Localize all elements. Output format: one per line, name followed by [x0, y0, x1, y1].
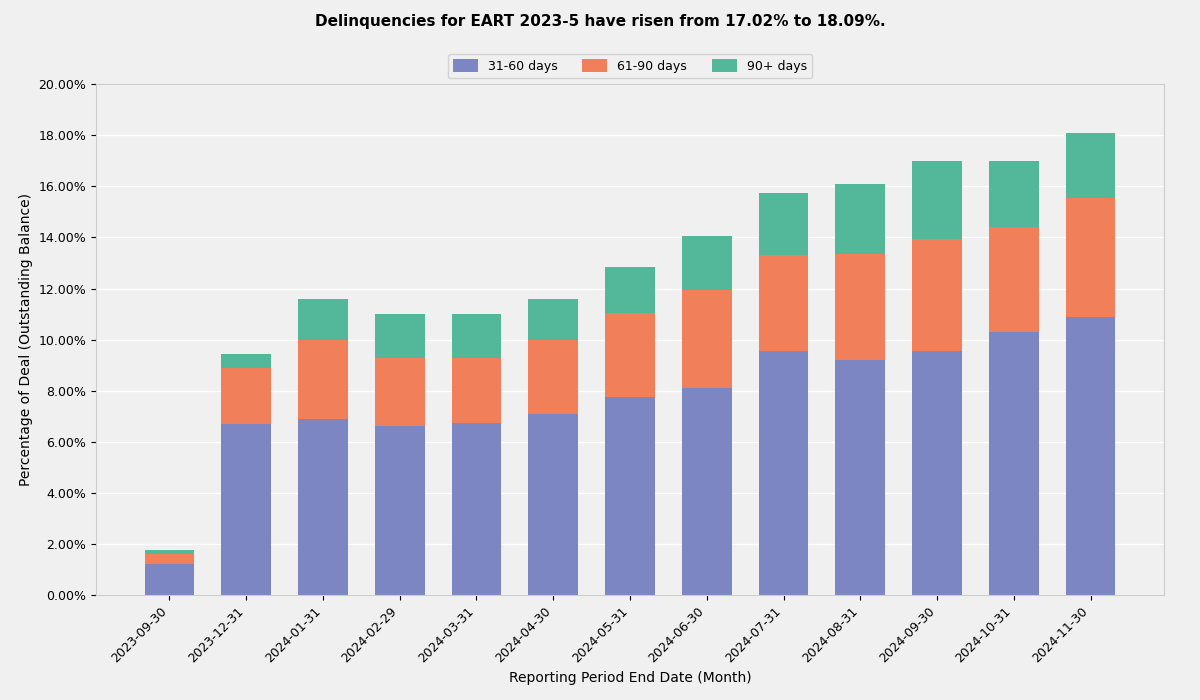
Bar	[758, 256, 809, 351]
Bar	[1066, 133, 1116, 198]
Bar	[835, 360, 886, 595]
Bar	[605, 313, 655, 397]
Bar	[298, 419, 348, 595]
Bar	[374, 358, 425, 426]
Bar	[912, 239, 962, 351]
Bar	[451, 358, 502, 423]
Text: Delinquencies for EART 2023-5 have risen from 17.02% to 18.09%.: Delinquencies for EART 2023-5 have risen…	[314, 14, 886, 29]
Bar	[912, 351, 962, 595]
Bar	[221, 368, 271, 424]
Bar	[451, 423, 502, 595]
Bar	[989, 161, 1039, 228]
Bar	[144, 564, 194, 595]
Bar	[835, 254, 886, 360]
Bar	[989, 228, 1039, 332]
Bar	[605, 267, 655, 313]
Bar	[144, 554, 194, 564]
X-axis label: Reporting Period End Date (Month): Reporting Period End Date (Month)	[509, 671, 751, 685]
Bar	[528, 340, 578, 414]
Bar	[758, 351, 809, 595]
Bar	[682, 388, 732, 595]
Bar	[835, 184, 886, 254]
Bar	[374, 314, 425, 358]
Bar	[451, 314, 502, 358]
Bar	[374, 426, 425, 595]
Bar	[682, 290, 732, 388]
Bar	[528, 414, 578, 595]
Bar	[528, 299, 578, 340]
Bar	[758, 193, 809, 256]
Bar	[989, 332, 1039, 595]
Bar	[682, 236, 732, 290]
Bar	[221, 424, 271, 595]
Bar	[298, 340, 348, 419]
Bar	[298, 299, 348, 340]
Legend: 31-60 days, 61-90 days, 90+ days: 31-60 days, 61-90 days, 90+ days	[448, 55, 812, 78]
Bar	[1066, 316, 1116, 595]
Bar	[1066, 198, 1116, 316]
Y-axis label: Percentage of Deal (Outstanding Balance): Percentage of Deal (Outstanding Balance)	[19, 193, 32, 486]
Bar	[221, 354, 271, 368]
Bar	[144, 550, 194, 554]
Bar	[605, 397, 655, 595]
Bar	[912, 161, 962, 239]
